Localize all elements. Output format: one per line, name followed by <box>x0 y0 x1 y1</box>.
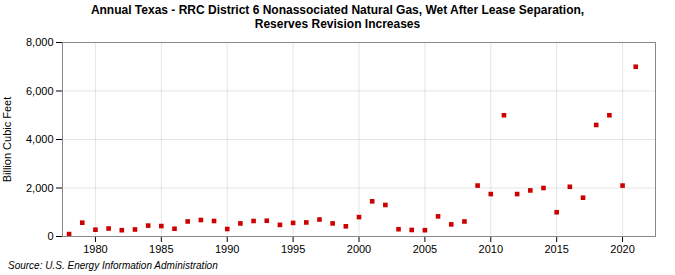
svg-text:4,000: 4,000 <box>26 133 54 145</box>
svg-text:0: 0 <box>47 230 53 242</box>
svg-text:1995: 1995 <box>281 243 305 255</box>
svg-text:2,000: 2,000 <box>26 181 54 193</box>
svg-text:2010: 2010 <box>479 243 503 255</box>
svg-text:1985: 1985 <box>149 243 173 255</box>
svg-text:1980: 1980 <box>83 243 107 255</box>
svg-text:2000: 2000 <box>347 243 371 255</box>
svg-text:2005: 2005 <box>413 243 437 255</box>
html-text:Annual Texas - RRC District 6: Annual Texas - RRC District 6 Nonassocia… <box>90 3 585 32</box>
svg-text:Billion Cubic Feet: Billion Cubic Feet <box>1 96 13 182</box>
svg-text:2015: 2015 <box>544 243 568 255</box>
html-text:Source: U.S. Energy Informatio: Source: U.S. Energy Information Administ… <box>8 259 218 271</box>
svg-text:8,000: 8,000 <box>26 36 54 48</box>
svg-text:1990: 1990 <box>215 243 239 255</box>
svg-text:2020: 2020 <box>610 243 634 255</box>
svg-text:6,000: 6,000 <box>26 84 54 96</box>
